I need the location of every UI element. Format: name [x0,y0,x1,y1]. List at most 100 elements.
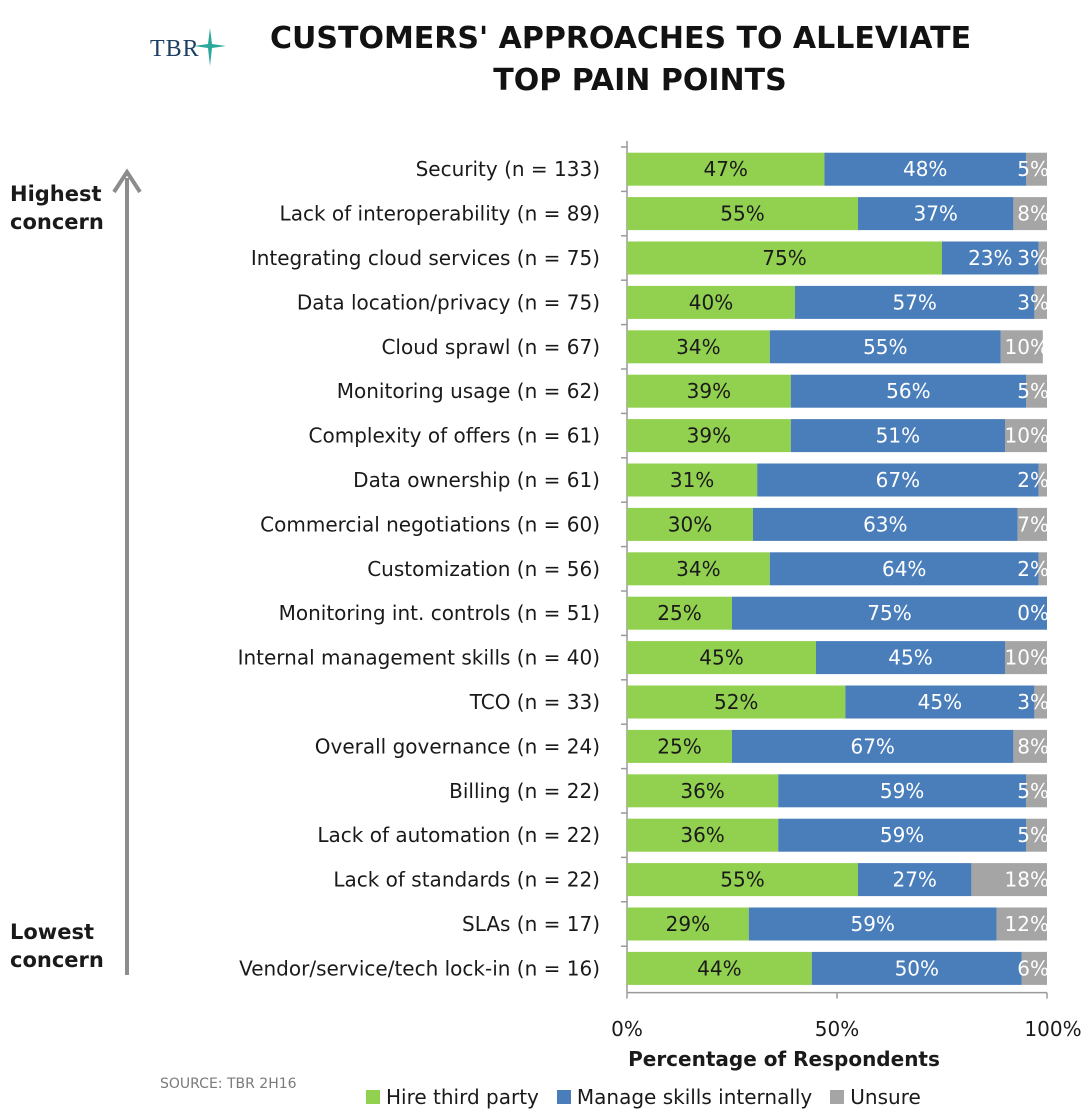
data-label-unsure: 7% [1017,512,1049,536]
data-label-unsure: 3% [1017,290,1049,314]
data-label-hire: 29% [666,912,710,936]
data-label-hire: 31% [670,468,714,492]
bar-manage [858,863,972,897]
bar-manage [824,152,1026,186]
data-label-hire: 30% [668,512,712,536]
category-label: Monitoring int. controls (n = 51) [279,601,600,625]
data-label-unsure: 10% [1005,424,1049,448]
data-label-manage: 67% [876,468,920,492]
x-tick-label: 50% [815,1017,859,1041]
legend-item-unsure: Unsure [830,1085,921,1109]
data-label-hire: 40% [689,290,733,314]
category-label: Commercial negotiations (n = 60) [260,512,600,536]
x-tick-label: 0% [611,1017,643,1041]
bar-hire [627,241,942,275]
category-label: Billing (n = 22) [449,779,600,803]
data-label-unsure: 5% [1017,779,1049,803]
bar-unsure [1034,285,1047,319]
data-label-manage: 50% [895,956,939,980]
legend-label-manage: Manage skills internally [576,1085,813,1109]
bar-unsure [1005,419,1047,453]
bar-unsure [1005,641,1047,675]
bar-manage [790,374,1026,408]
data-label-manage: 67% [850,734,894,758]
bar-manage [769,330,1001,364]
bar-hire [627,863,858,897]
chart-legend: Hire third party Manage skills internall… [366,1085,921,1109]
chart-title-line1: CUSTOMERS' APPROACHES TO ALLEVIATE [270,21,972,56]
data-label-hire: 55% [720,202,764,226]
bar-unsure [1021,951,1047,985]
data-label-manage: 45% [918,690,962,714]
data-label-unsure: 5% [1017,379,1049,403]
data-label-unsure: 5% [1017,157,1049,181]
x-tick-label: 100% [1024,1017,1081,1041]
bar-unsure [1013,729,1047,763]
category-label: Monitoring usage (n = 62) [337,379,600,403]
lowest-concern-line2: concern [10,948,104,972]
bar-hire [627,774,779,808]
data-label-unsure: 8% [1017,202,1049,226]
category-label: TCO (n = 33) [469,690,600,714]
data-label-manage: 56% [886,379,930,403]
bar-unsure [971,863,1047,897]
data-label-unsure: 2% [1017,557,1049,581]
bar-manage [769,552,1039,586]
data-label-manage: 75% [867,601,911,625]
data-label-hire: 75% [762,246,806,270]
legend-swatch-manage [556,1090,571,1104]
category-label: Integrating cloud services (n = 75) [251,246,600,270]
highest-concern-label: Highest concern [10,180,104,236]
bar-manage [778,774,1026,808]
data-label-manage: 57% [892,290,936,314]
highest-concern-line1: Highest [10,182,102,206]
category-label: Customization (n = 56) [367,557,600,581]
category-label: Overall governance (n = 24) [315,734,600,758]
category-label: Lack of interoperability (n = 89) [280,202,600,226]
data-label-manage: 64% [882,557,926,581]
bar-hire [627,596,732,630]
data-label-hire: 45% [699,646,743,670]
bar-hire [627,951,812,985]
bar-manage [748,907,997,941]
bar-unsure [1026,152,1047,186]
data-label-hire: 52% [714,690,758,714]
legend-item-hire: Hire third party [366,1085,539,1109]
chart-title: CUSTOMERS' APPROACHES TO ALLEVIATE TOP P… [270,18,1010,102]
lowest-concern-label: Lowest concern [10,918,104,974]
logo-star-icon [194,28,226,66]
bar-manage [816,641,1005,675]
data-label-manage: 48% [903,157,947,181]
data-label-manage: 45% [888,646,932,670]
legend-swatch-hire [366,1090,380,1104]
bar-manage [732,729,1014,763]
bar-hire [627,374,791,408]
data-label-hire: 34% [676,557,720,581]
bar-hire [627,641,816,675]
data-label-manage: 59% [880,823,924,847]
data-label-manage: 59% [850,912,894,936]
bar-manage [858,197,1014,231]
data-label-hire: 36% [680,823,724,847]
x-axis-title: Percentage of Respondents [628,1047,940,1071]
highest-concern-line2: concern [10,210,104,234]
category-label: Vendor/service/tech lock-in (n = 16) [239,956,600,980]
bar-hire [627,907,749,941]
data-label-unsure: 5% [1017,823,1049,847]
bar-unsure [1017,507,1047,541]
data-label-manage: 37% [913,202,957,226]
bar-unsure [1000,330,1043,364]
data-label-unsure: 0% [1017,601,1049,625]
data-label-manage: 55% [863,335,907,359]
lowest-concern-line1: Lowest [10,920,94,944]
logo-text: TBR [150,36,200,62]
data-label-unsure: 2% [1017,468,1049,492]
category-label: Complexity of offers (n = 61) [309,424,600,448]
bar-manage [778,818,1026,852]
bar-hire [627,197,858,231]
data-label-unsure: 12% [1005,912,1049,936]
bar-manage [757,463,1039,497]
data-label-hire: 25% [657,734,701,758]
data-label-unsure: 3% [1017,690,1049,714]
